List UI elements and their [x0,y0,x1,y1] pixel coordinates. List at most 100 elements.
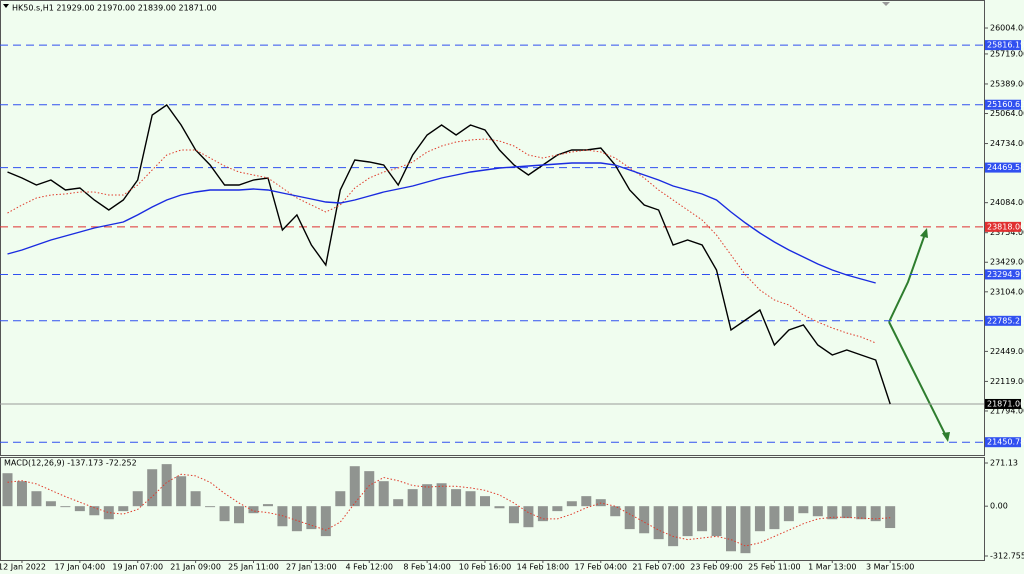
x-tick-label: 27 Jan 13:00 [286,563,337,572]
y-tick-label: 24734.00 [990,139,1024,148]
macd-bar [711,506,722,537]
macd-bar [74,506,85,512]
level-label: 22785.21 [987,316,1024,325]
macd-bar [885,506,896,529]
macd-bar [769,506,780,530]
macd-bar [147,469,158,507]
macd-bar [291,506,302,532]
level-label: 24469.58 [987,163,1024,172]
macd-bar [552,506,563,512]
macd-bar [841,506,852,519]
macd-bar [827,506,838,520]
x-tick-label: 17 Feb 04:00 [575,563,627,572]
up-arrow-head [920,228,928,238]
macd-bar [465,491,476,507]
x-tick-label: 19 Jan 07:00 [112,563,163,572]
macd-bar [451,489,462,507]
macd-bar [60,506,71,508]
macd-bar [856,506,867,520]
x-tick-label: 3 Mar 15:00 [866,563,914,572]
macd-bar [2,473,13,507]
macd-bar [697,506,708,532]
macd-bar [480,496,491,507]
macd-bar [610,506,621,517]
level-label-bg [985,162,1021,173]
level-label: 25816.19 [987,41,1024,50]
macd-bar [566,501,577,507]
x-tick-label: 12 Jan 2022 [0,563,46,572]
macd-bar [624,506,635,530]
macd-bar [103,506,114,520]
y-tick-label: 23429.00 [990,258,1024,267]
macd-bar [118,506,129,512]
macd-bar [798,506,809,514]
down-arrow-head [942,432,950,442]
macd-bar [378,481,389,507]
y-tick-label: 22119.00 [990,377,1024,386]
shift-marker [882,2,890,6]
macd-bar [176,476,187,507]
y-tick-label: 25719.00 [990,49,1024,58]
series-line [7,162,876,284]
x-tick-label: 8 Feb 14:00 [403,563,450,572]
y-tick-label: 0.00 [990,502,1008,511]
macd-bar [45,501,56,507]
macd-bar [740,506,751,554]
macd-bar [639,506,650,534]
macd-panel-frame [0,457,985,561]
macd-bar [653,506,664,540]
macd-bar [581,496,592,507]
macd-bar [364,471,375,507]
price-title: HK50.s,H1 21929.00 21970.00 21839.00 218… [12,4,217,13]
y-tick-label: 24084.00 [990,198,1024,207]
price-panel-frame [0,0,985,456]
x-tick-label: 4 Feb 12:00 [346,563,393,572]
y-tick-label: 22449.00 [990,347,1024,356]
up-arrow [888,233,926,323]
series-line [7,104,891,405]
macd-bar [537,506,548,522]
x-tick-label: 23 Feb 09:00 [690,563,742,572]
level-label: 23818.00 [987,222,1024,231]
x-tick-label: 21 Feb 07:00 [632,563,684,572]
macd-bar [31,491,42,507]
level-label-bg [985,315,1021,326]
y-tick-label: -312.755 [990,551,1024,560]
macd-bar [407,489,418,507]
macd-title: MACD(12,26,9) -137.173 -72.252 [4,459,137,468]
macd-bar [161,464,172,507]
level-label: 25160.63 [987,100,1024,109]
macd-bar [754,506,765,532]
forecast-arrows [888,228,950,442]
macd-bar [870,506,881,522]
macd-bar [349,466,360,507]
y-tick-label: 25064.00 [990,109,1024,118]
x-tick-label: 21 Jan 09:00 [170,563,221,572]
level-label: 21450.78 [987,438,1024,447]
y-tick-label: 25389.00 [990,79,1024,88]
macd-bar [393,499,404,507]
macd-bar [783,506,794,522]
level-label: 21871.00 [987,399,1024,408]
level-label-bg [985,40,1021,51]
macd-bar [668,506,679,547]
macd-bar [190,491,201,507]
level-label: 23294.97 [987,270,1024,279]
series-line [7,138,876,344]
level-label-bg [985,221,1021,232]
x-tick-label: 25 Jan 11:00 [228,563,279,572]
macd-bar [436,483,447,507]
macd-bar [682,506,693,537]
macd-bar [494,506,505,509]
y-tick-label: 23754.00 [990,228,1024,237]
macd-bar [726,506,736,552]
level-label-bg [985,437,1021,448]
macd-bar [205,506,216,508]
x-tick-label: 25 Feb 11:00 [748,563,800,572]
x-tick-label: 10 Feb 16:00 [459,563,511,572]
x-tick-label: 14 Feb 18:00 [517,563,569,572]
macd-bar [508,506,519,524]
macd-bar [812,506,823,517]
menu-triangle [3,4,9,8]
